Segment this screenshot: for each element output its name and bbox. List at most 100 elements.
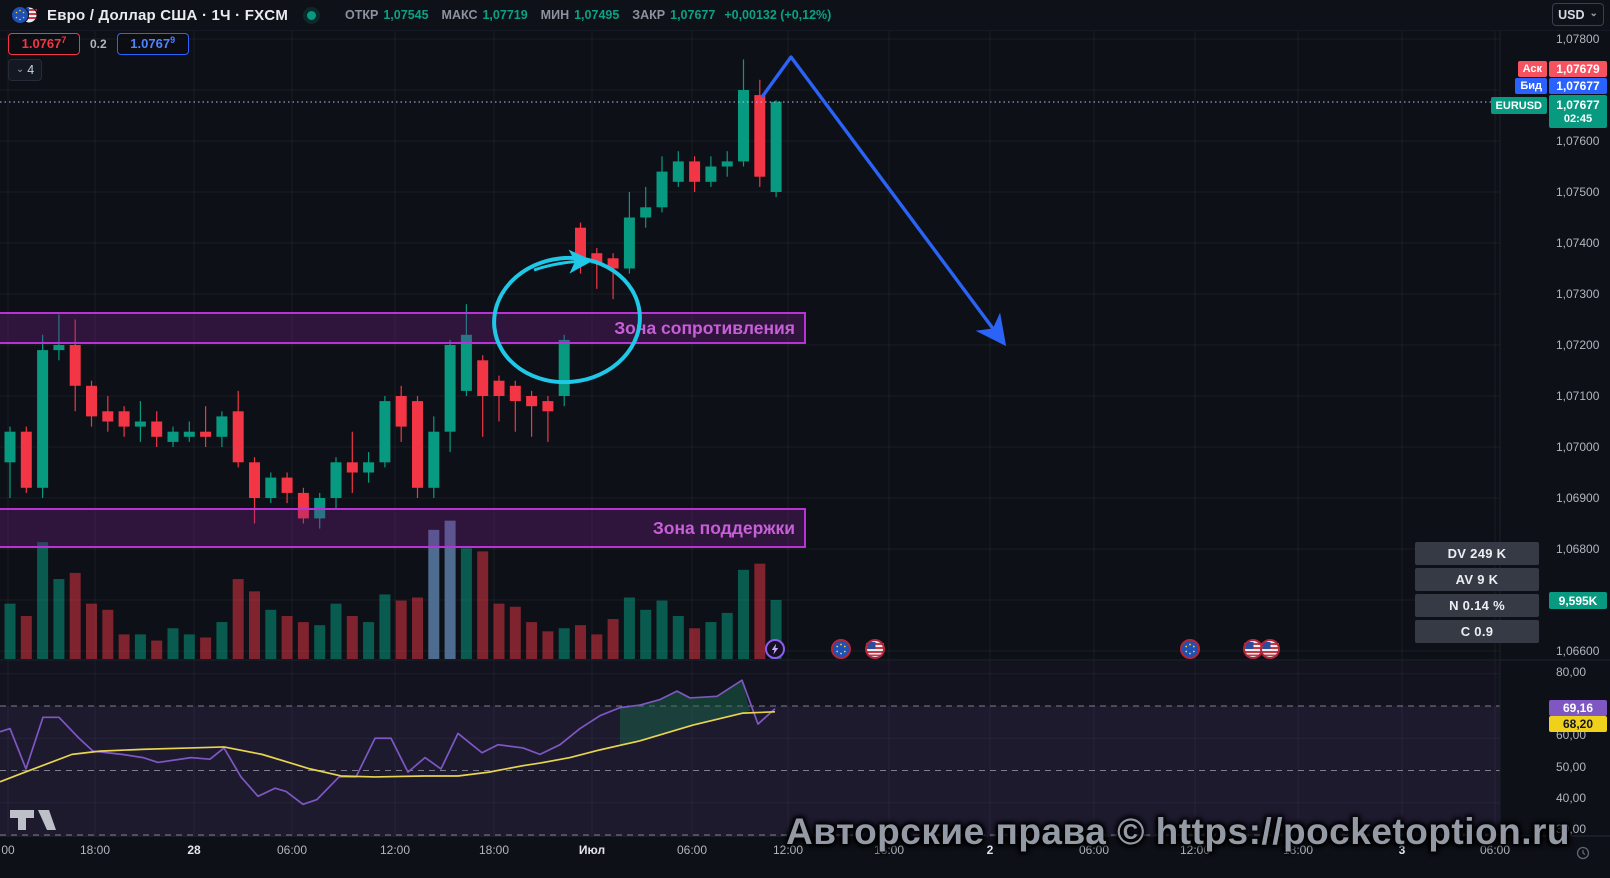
candle-body[interactable] [4,431,16,463]
volume-bar[interactable] [721,612,733,659]
tradingview-logo-icon[interactable] [8,808,66,837]
volume-bar[interactable] [395,600,407,659]
candle-body[interactable] [770,101,782,192]
candle-body[interactable] [265,477,277,498]
volume-bar[interactable] [118,634,130,659]
candle-body[interactable] [134,421,146,427]
volume-bar[interactable] [672,615,684,659]
candle-body[interactable] [738,90,749,162]
candle-body[interactable] [330,462,342,498]
candle-body[interactable] [102,411,114,422]
candle-body[interactable] [346,462,358,473]
economic-event-eu-flag-icon[interactable] [1179,638,1201,660]
candle-body[interactable] [232,411,244,463]
candle-body[interactable] [444,345,456,432]
candle-body[interactable] [477,360,489,396]
volume-bar[interactable] [346,615,358,659]
economic-event-us-flag-icon[interactable] [1259,638,1281,660]
candle-body[interactable] [607,258,619,269]
buy-price-button[interactable]: 1.0767 9 [116,33,189,55]
volume-bar[interactable] [265,609,277,659]
candle-body[interactable] [656,171,668,208]
economic-event-us-flag-icon[interactable] [1242,638,1264,660]
volume-bar[interactable] [232,579,244,659]
volume-bar[interactable] [509,606,521,659]
candle-body[interactable] [20,431,32,488]
candle-body[interactable] [395,396,407,427]
indicator-data-window[interactable]: DV 249 K AV 9 K N 0.14 % C 0.9 [1415,542,1539,646]
candle-body[interactable] [86,385,97,417]
economic-event-eu-flag-icon[interactable] [830,638,852,660]
volume-bar[interactable] [151,640,163,659]
candle-body[interactable] [672,161,684,182]
volume-bar[interactable] [477,551,489,659]
candle-body[interactable] [623,217,635,269]
volume-bar[interactable] [249,591,260,659]
candle-body[interactable] [412,401,423,488]
down-arrow-annotation[interactable] [760,55,1007,347]
lightning-event-icon[interactable] [764,638,786,660]
symbol-title[interactable]: Евро / Доллар США · 1Ч · FXCM [47,6,289,24]
volume-bar[interactable] [314,625,326,659]
volume-bar[interactable] [200,637,212,659]
volume-bar[interactable] [216,622,228,659]
volume-bar[interactable] [363,622,375,659]
hand-drawn-circle-annotation[interactable] [488,251,646,390]
volume-bar[interactable] [542,631,554,659]
volume-bar[interactable] [69,572,81,659]
volume-bar[interactable] [460,548,472,659]
candle-body[interactable] [379,401,391,463]
volume-bar[interactable] [102,609,114,659]
volume-bar[interactable] [770,599,782,659]
candle-body[interactable] [183,431,195,437]
candle-body[interactable] [53,345,65,351]
candle-body[interactable] [591,253,603,264]
candle-body[interactable] [37,350,49,488]
candle-body[interactable] [558,339,570,396]
candle-body[interactable] [167,431,179,442]
volume-bar[interactable] [183,634,195,659]
candle-body[interactable] [216,416,228,437]
volume-bar[interactable] [493,603,505,659]
volume-bar[interactable] [558,628,570,659]
volume-bar[interactable] [412,597,423,660]
candle-body[interactable] [118,411,130,427]
candle-body[interactable] [249,462,260,498]
volume-bar[interactable] [379,594,391,659]
candle-body[interactable] [281,477,293,493]
volume-bar[interactable] [37,542,49,659]
volume-bar[interactable] [20,615,32,659]
volume-bar[interactable] [444,520,456,659]
volume-bar[interactable] [705,622,717,659]
volume-bar[interactable] [689,628,701,659]
candle-body[interactable] [151,421,163,437]
volume-bar[interactable] [607,619,619,659]
objects-count-dropdown[interactable]: ⌄ 4 [8,59,42,81]
volume-bar[interactable] [754,563,766,659]
candle-body[interactable] [705,166,717,182]
candle-body[interactable] [428,431,440,488]
volume-bar[interactable] [575,625,586,659]
market-status-icon[interactable] [307,10,317,20]
volume-bar[interactable] [591,634,603,659]
candle-body[interactable] [754,95,766,177]
economic-event-us-flag-icon[interactable] [864,638,886,660]
candle-body[interactable] [363,462,375,473]
candle-body[interactable] [493,380,505,396]
volume-bar[interactable] [656,600,668,659]
currency-selector[interactable]: USD ⌄ [1552,3,1604,26]
candle-body[interactable] [69,345,81,386]
sell-price-button[interactable]: 1.0767 7 [8,33,80,55]
resistance-zone[interactable] [0,312,806,344]
volume-bar[interactable] [134,634,146,659]
candle-body[interactable] [200,431,212,437]
volume-bar[interactable] [526,622,538,659]
candle-body[interactable] [542,401,554,412]
candle-body[interactable] [575,227,586,259]
candle-body[interactable] [297,492,309,519]
volume-bar[interactable] [297,622,309,659]
volume-bar[interactable] [640,609,652,659]
volume-bar[interactable] [53,579,65,659]
volume-bar[interactable] [167,628,179,659]
